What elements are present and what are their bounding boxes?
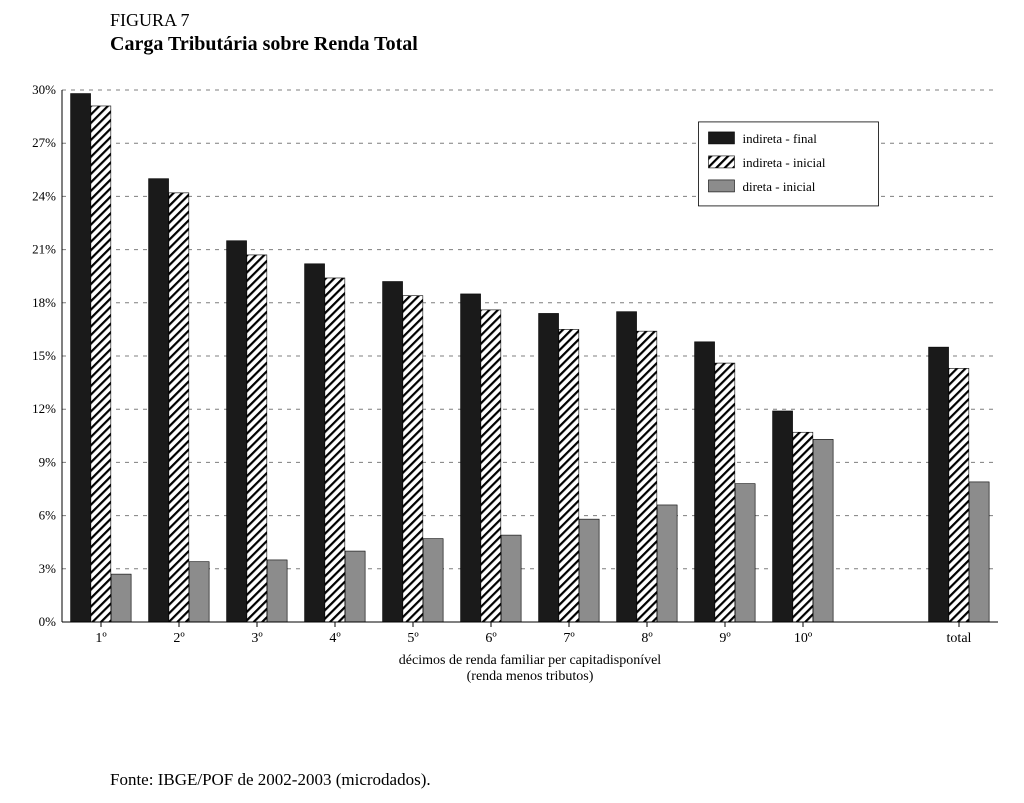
svg-text:6%: 6% [39, 508, 57, 523]
x-tick-label: 9º [719, 631, 731, 646]
x-tick-label: 10º [794, 631, 813, 646]
legend-swatch [708, 156, 734, 168]
bar-indireta_final [695, 342, 715, 622]
x-tick-label: total [947, 631, 972, 646]
bar-indireta_inicial [403, 296, 423, 622]
bar-indireta_final [227, 241, 247, 622]
bar-indireta_final [461, 294, 481, 622]
bar-direta_inicial [111, 574, 131, 622]
bar-indireta_final [383, 282, 403, 622]
svg-text:15%: 15% [32, 348, 56, 363]
svg-text:27%: 27% [32, 135, 56, 150]
svg-text:3%: 3% [39, 561, 57, 576]
figure-source: Fonte: IBGE/POF de 2002-2003 (microdados… [110, 770, 431, 790]
bar-indireta_final [149, 179, 169, 622]
bar-indireta_inicial [949, 368, 969, 622]
x-axis-label: décimos de renda familiar per capitadisp… [399, 653, 662, 668]
bar-direta_inicial [813, 439, 833, 622]
svg-text:18%: 18% [32, 295, 56, 310]
bar-indireta_final [773, 411, 793, 622]
x-tick-label: 3º [251, 631, 263, 646]
legend-label: indireta - final [742, 131, 817, 146]
bar-direta_inicial [345, 551, 365, 622]
x-axis-label: (renda menos tributos) [467, 669, 594, 684]
bar-indireta_inicial [247, 255, 267, 622]
legend: indireta - final indireta - inicial direta… [698, 122, 878, 206]
bar-indireta_final [539, 313, 559, 622]
bar-indireta_inicial [793, 432, 813, 622]
bar-indireta_inicial [481, 310, 501, 622]
svg-text:21%: 21% [32, 242, 56, 257]
bar-direta_inicial [267, 560, 287, 622]
x-tick-label: 8º [641, 631, 653, 646]
bar-direta_inicial [969, 482, 989, 622]
chart-container: 0% 3% 6% 9% 12% 15% 18% 21% 24% 27% 30% 1º 2º 3º 4º 5º 6… [22, 80, 1008, 730]
svg-text:9%: 9% [39, 454, 57, 469]
bar-indireta_inicial [559, 329, 579, 622]
bar-indireta_inicial [325, 278, 345, 622]
bar-chart: 0% 3% 6% 9% 12% 15% 18% 21% 24% 27% 30% 1º 2º 3º 4º 5º 6… [22, 80, 1008, 690]
x-tick-label: 1º [95, 631, 107, 646]
svg-text:24%: 24% [32, 188, 56, 203]
bar-indireta_final [617, 312, 637, 622]
bar-indireta_inicial [715, 363, 735, 622]
legend-label: indireta - inicial [742, 155, 825, 170]
bar-indireta_final [929, 347, 949, 622]
page-root: FIGURA 7 Carga Tributária sobre Renda To… [0, 0, 1024, 803]
svg-text:12%: 12% [32, 401, 56, 416]
bar-direta_inicial [189, 562, 209, 622]
x-tick-label: 6º [485, 631, 497, 646]
bar-indireta_inicial [169, 193, 189, 622]
figure-heading: FIGURA 7 Carga Tributária sobre Renda To… [110, 10, 418, 56]
figure-title: Carga Tributária sobre Renda Total [110, 33, 418, 56]
legend-swatch [708, 180, 734, 192]
legend-label: direta - inicial [742, 179, 815, 194]
x-tick-label: 4º [329, 631, 341, 646]
bar-direta_inicial [579, 519, 599, 622]
legend-swatch [708, 132, 734, 144]
svg-text:0%: 0% [39, 614, 57, 629]
bar-indireta_inicial [637, 331, 657, 622]
bar-indireta_final [305, 264, 325, 622]
bar-direta_inicial [735, 484, 755, 622]
bar-direta_inicial [501, 535, 521, 622]
figure-label: FIGURA 7 [110, 10, 418, 31]
x-tick-label: 2º [173, 631, 185, 646]
bar-direta_inicial [657, 505, 677, 622]
x-tick-label: 5º [407, 631, 419, 646]
bar-indireta_final [71, 94, 91, 622]
x-tick-label: 7º [563, 631, 575, 646]
svg-text:30%: 30% [32, 82, 56, 97]
bar-indireta_inicial [91, 106, 111, 622]
bar-direta_inicial [423, 539, 443, 622]
